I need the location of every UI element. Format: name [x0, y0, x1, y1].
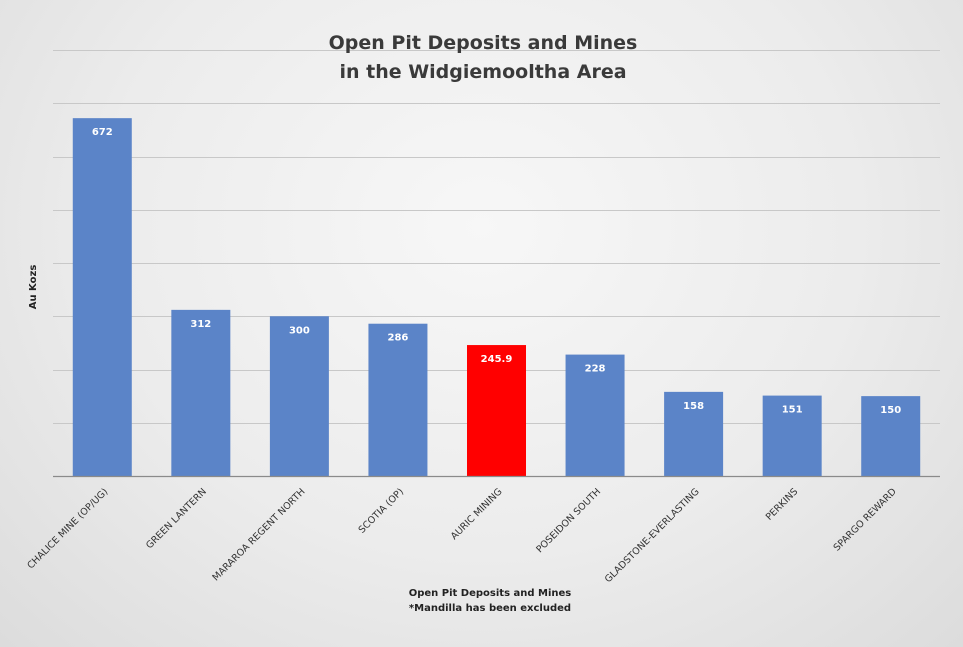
x-tick-label: POSEIDON SOUTH — [534, 486, 603, 555]
data-labels: 672 312 300 286 245.9 228 158 151 150 — [92, 127, 901, 416]
bar — [72, 118, 132, 476]
bar — [664, 391, 724, 476]
bar — [467, 345, 526, 476]
x-axis-label: Open Pit Deposits and Mines — [409, 588, 572, 599]
bar-value-label: 228 — [585, 364, 606, 375]
x-tick-label: MARAROA REGENT NORTH — [211, 486, 308, 583]
x-tick-label: PERKINS — [764, 486, 800, 522]
bar — [171, 309, 231, 476]
x-tick-labels: CHALICE MINE (OP/UG) GREEN LANTERN MARAROA… — [25, 486, 899, 585]
x-tick-label: SCOTIA (OP) — [357, 486, 406, 535]
bar-value-label: 286 — [388, 333, 409, 344]
y-axis-label: Au Kozs — [28, 265, 39, 310]
x-tick-label: AURIC MINING — [449, 486, 505, 542]
chart-title-line-2: in the Widgiemooltha Area — [339, 61, 626, 83]
bar — [565, 354, 625, 476]
x-tick-label: GREEN LANTERN — [144, 486, 209, 551]
chart-title-line-1: Open Pit Deposits and Mines — [329, 32, 638, 54]
x-axis-note: *Mandilla has been excluded — [409, 603, 571, 614]
bar-value-label: 672 — [92, 127, 113, 138]
bar-value-label: 300 — [289, 325, 310, 336]
bar-value-label: 158 — [683, 401, 704, 412]
bar-value-label: 151 — [782, 405, 803, 416]
bar-value-label: 245.9 — [481, 354, 513, 365]
bar-value-label: 312 — [190, 319, 211, 330]
x-tick-label: SPARGO REWARD — [832, 486, 899, 553]
bar — [861, 396, 921, 476]
bar-value-label: 150 — [880, 405, 901, 416]
bar — [762, 395, 822, 476]
bars — [72, 118, 921, 476]
x-tick-label: GLADSTONE-EVERLASTING — [603, 486, 702, 585]
x-tick-label: CHALICE MINE (OP/UG) — [25, 486, 110, 571]
bar — [269, 316, 329, 476]
bar — [368, 323, 428, 476]
